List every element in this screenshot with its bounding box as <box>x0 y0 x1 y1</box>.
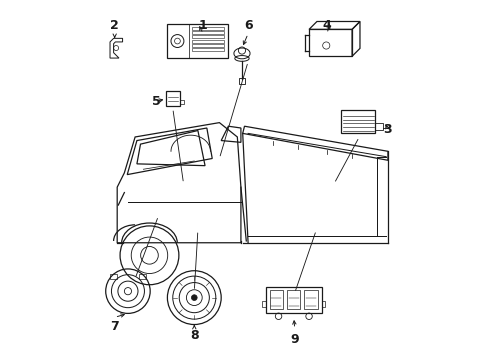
Bar <box>341 110 375 134</box>
Bar <box>262 301 265 307</box>
Text: 2: 2 <box>110 19 119 32</box>
Bar <box>191 40 224 42</box>
Bar <box>109 274 117 279</box>
Bar <box>191 27 224 30</box>
Bar <box>265 287 321 313</box>
Text: 3: 3 <box>383 123 391 136</box>
Bar <box>180 100 183 104</box>
Bar <box>321 301 325 307</box>
Bar <box>139 274 146 279</box>
Bar <box>191 44 224 47</box>
Text: 7: 7 <box>110 320 119 333</box>
Bar <box>239 78 244 84</box>
Text: 4: 4 <box>322 19 331 32</box>
Bar <box>375 123 383 130</box>
Text: 5: 5 <box>152 95 161 108</box>
Text: 8: 8 <box>190 329 198 342</box>
Bar <box>167 24 228 58</box>
Bar <box>308 30 351 56</box>
Text: 9: 9 <box>290 333 298 346</box>
Bar <box>304 291 317 309</box>
Bar <box>166 91 180 107</box>
Bar <box>191 48 224 51</box>
Bar <box>191 31 224 34</box>
Bar <box>286 291 300 309</box>
Text: 6: 6 <box>244 19 252 32</box>
Bar <box>191 36 224 39</box>
Bar <box>269 291 283 309</box>
Circle shape <box>191 295 197 301</box>
Text: 1: 1 <box>199 19 207 32</box>
